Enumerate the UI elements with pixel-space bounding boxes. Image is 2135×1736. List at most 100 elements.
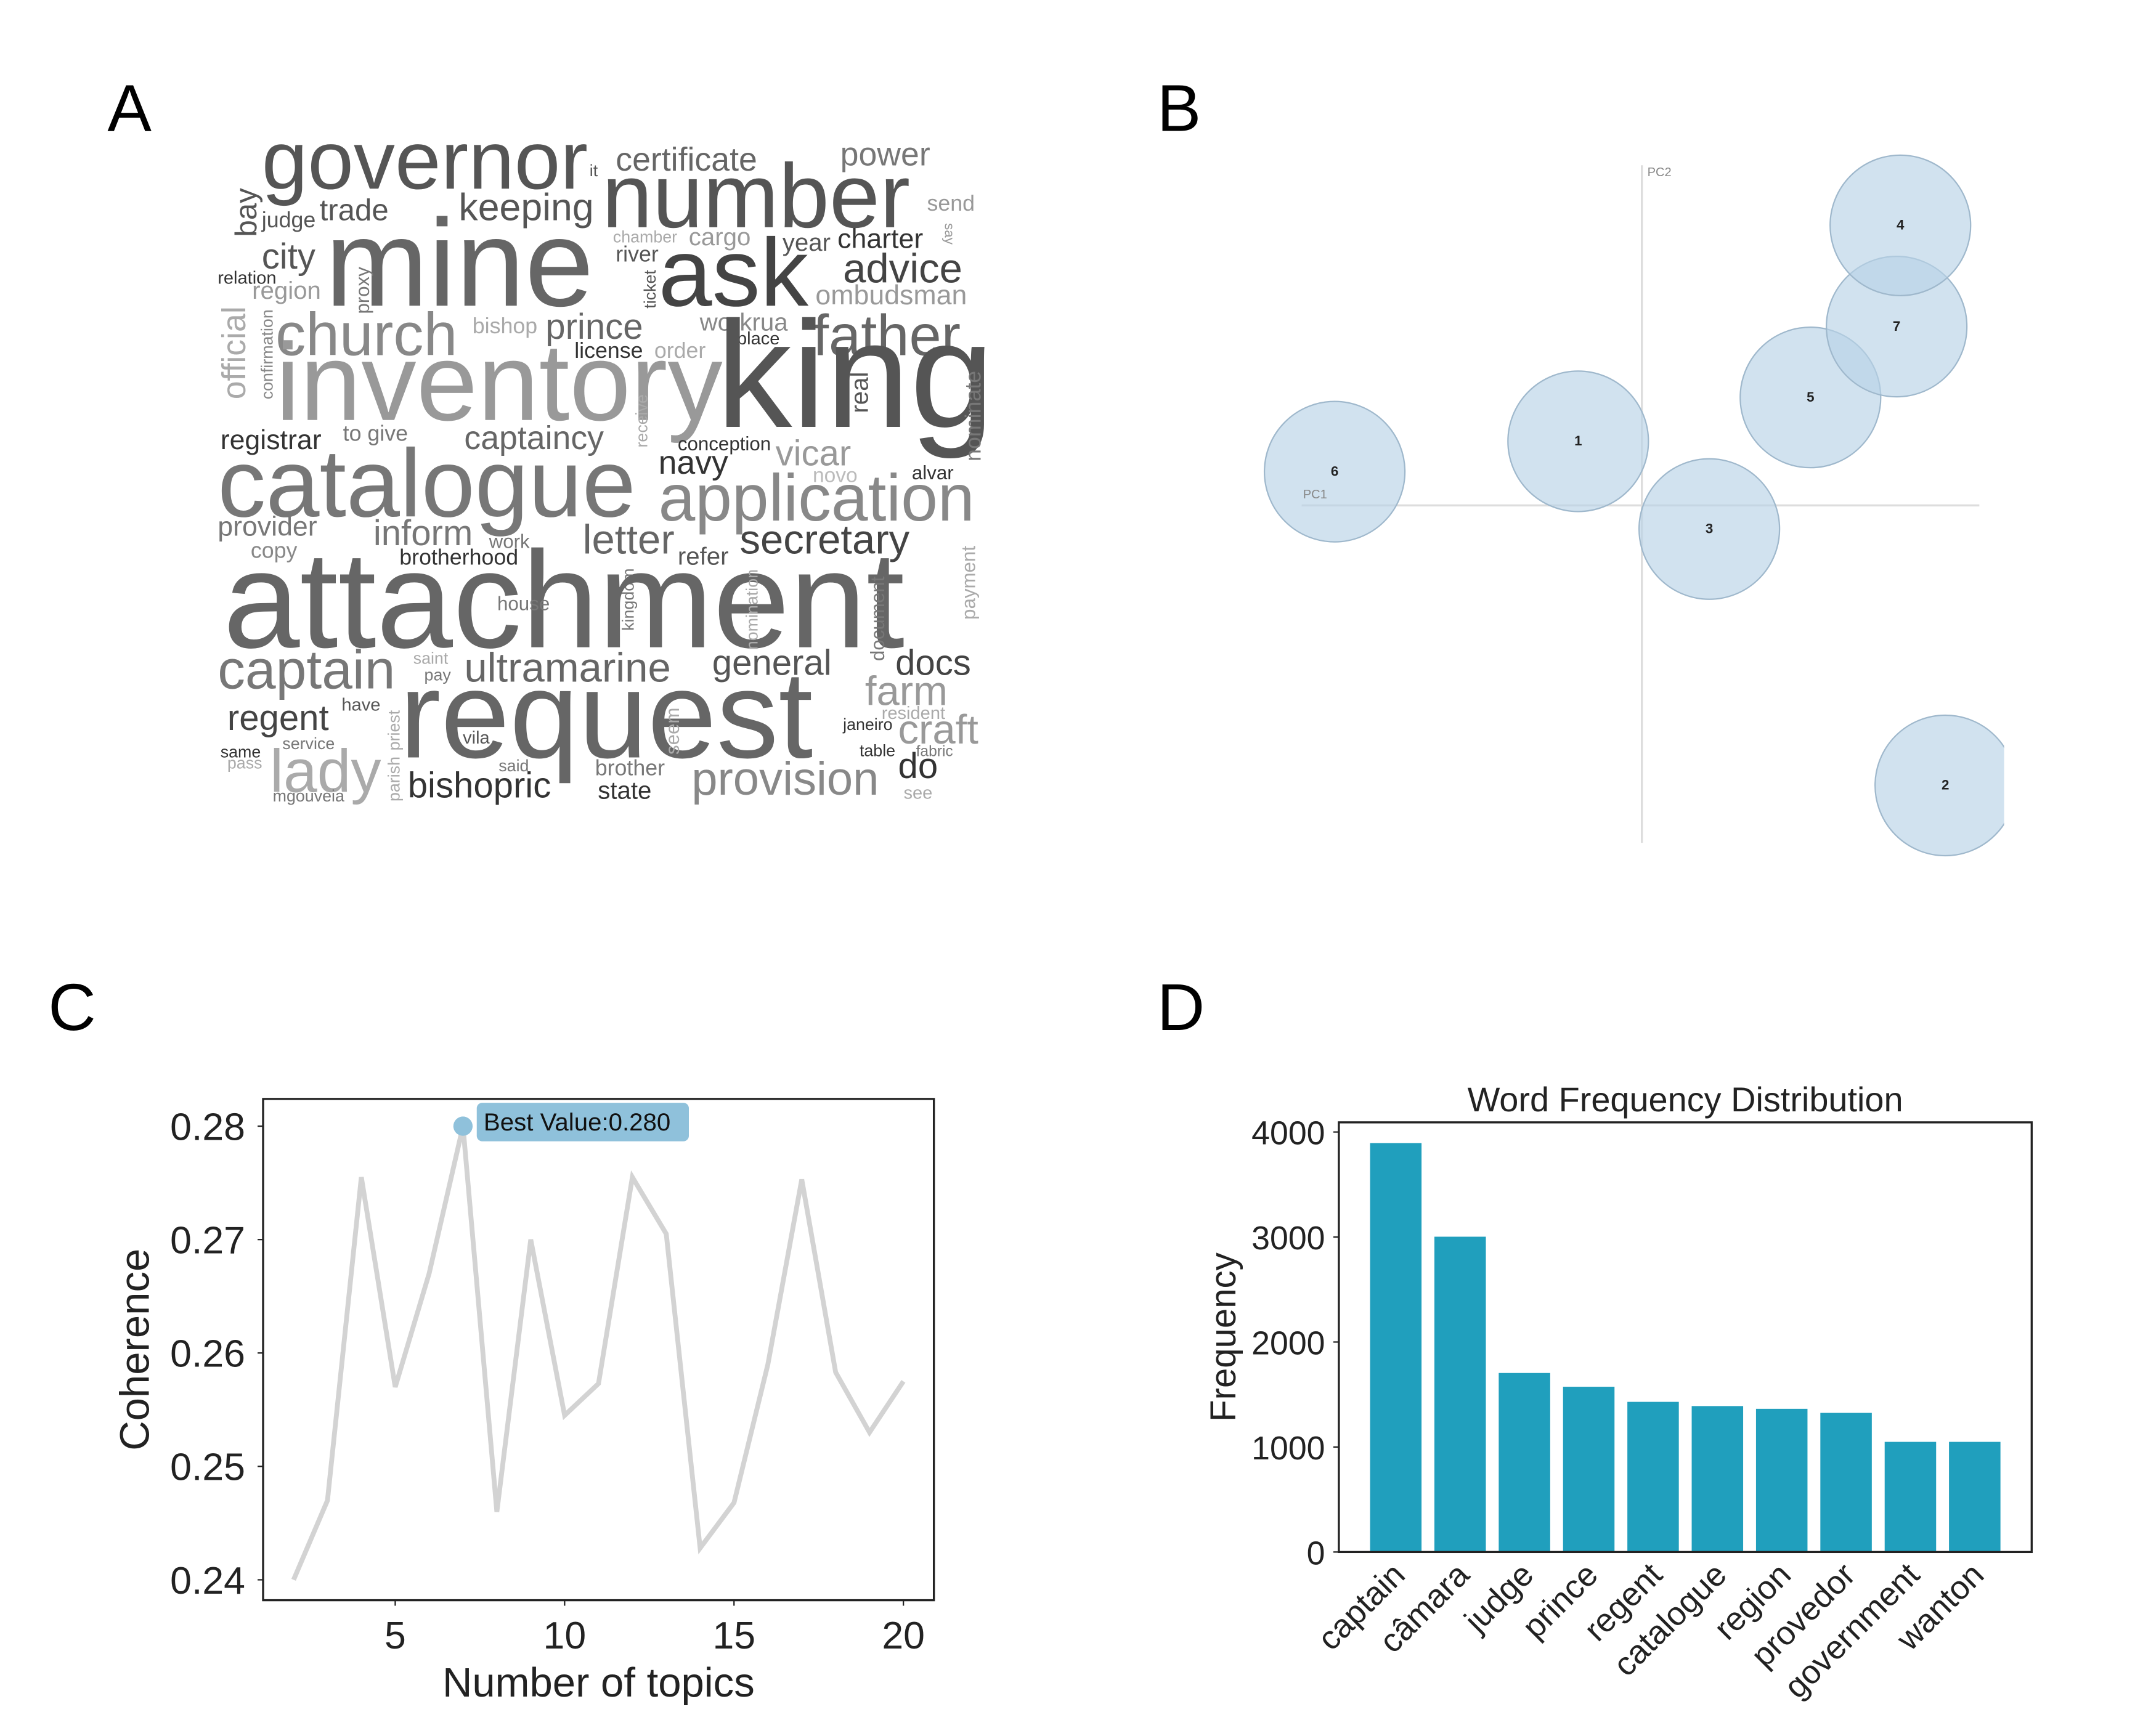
word: king	[716, 290, 994, 460]
word: said	[498, 756, 529, 775]
y-axis-label: Coherence	[112, 1249, 158, 1451]
bubble-label: 1	[1574, 433, 1582, 448]
plot-frame	[1338, 1121, 2033, 1554]
bar	[1755, 1408, 1808, 1552]
word: application	[659, 461, 975, 535]
word: do	[898, 746, 938, 786]
panel-label: D	[1157, 970, 1205, 1044]
line-series	[291, 1126, 906, 1581]
bar	[1820, 1413, 1872, 1552]
bar	[1627, 1401, 1679, 1552]
bubble-label: 2	[1942, 777, 1949, 793]
word: workrua	[699, 309, 789, 336]
word: letter	[583, 517, 675, 563]
axis-label: PC1	[1303, 488, 1327, 501]
word: cargo	[689, 223, 751, 251]
word: have	[341, 695, 380, 715]
word: confirmation	[258, 309, 277, 399]
word: conception	[678, 433, 771, 455]
word: brotherhood	[399, 545, 518, 570]
word: docs	[895, 643, 971, 683]
x-tick-label: 5	[384, 1614, 406, 1657]
word: official	[216, 306, 253, 399]
word: charter	[837, 224, 923, 254]
x-tick-label: 10	[543, 1614, 587, 1657]
x-tick-label: 20	[882, 1614, 925, 1657]
word: river	[616, 242, 659, 267]
word: saint	[413, 649, 449, 667]
bar	[1884, 1442, 1937, 1552]
word: same	[221, 742, 261, 761]
word: seem	[662, 708, 683, 755]
topic-bubble	[1263, 400, 1406, 543]
word: service	[282, 734, 335, 753]
word: power	[840, 136, 930, 172]
bubble-label: 4	[1897, 217, 1905, 233]
topic-bubble	[1874, 714, 2004, 857]
word: refer	[678, 543, 729, 570]
word: to give	[343, 421, 408, 445]
word: inventory	[275, 320, 723, 444]
axis-label: PC2	[1648, 166, 1672, 179]
word: regent	[227, 698, 329, 738]
word: nomination	[743, 569, 762, 650]
y-tick-label: 0.24	[170, 1559, 245, 1602]
word: real	[845, 372, 873, 413]
word: receive	[633, 394, 651, 447]
word: ombudsman	[815, 280, 967, 310]
annotation-box	[476, 1103, 689, 1142]
word: captain	[218, 639, 395, 700]
y-tick-label: 0	[1307, 1535, 1325, 1572]
panel-label: C	[48, 970, 96, 1044]
word: document	[867, 576, 889, 661]
word: attachment	[223, 524, 905, 677]
bubble-plot	[1263, 154, 2004, 857]
word: bishopric	[408, 765, 551, 805]
word: nominate	[961, 371, 986, 461]
word: chamber	[613, 227, 677, 246]
word: see	[903, 784, 932, 803]
word: trade	[320, 193, 389, 227]
word: kingdom	[619, 568, 637, 630]
word: table	[860, 741, 895, 760]
word: certificate	[616, 141, 757, 178]
y-tick-label: 3000	[1251, 1220, 1325, 1257]
word: craft	[898, 707, 979, 753]
word: fabric	[916, 743, 953, 760]
chart-title: Word Frequency Distribution	[1468, 1080, 1903, 1119]
y-tick-label: 4000	[1251, 1115, 1325, 1152]
word: governor	[262, 115, 588, 206]
topic-bubble	[1507, 370, 1649, 513]
y-tick-label: 2000	[1251, 1325, 1325, 1362]
word: provider	[218, 512, 317, 542]
word: secretary	[739, 517, 909, 563]
word: captaincy	[464, 420, 604, 456]
word: farm	[865, 668, 948, 715]
topic-bubble	[1638, 458, 1781, 600]
bar	[1499, 1373, 1550, 1552]
word: parish	[384, 756, 403, 801]
best-point	[453, 1116, 473, 1136]
bubble-label: 5	[1807, 389, 1814, 405]
word: church	[275, 301, 457, 368]
word: copy	[251, 538, 298, 562]
word: house	[497, 593, 550, 614]
bar	[1434, 1236, 1486, 1552]
word: order	[654, 338, 706, 363]
panel-label: B	[1157, 71, 1202, 145]
bar	[1563, 1387, 1615, 1552]
topic-bubble	[1829, 154, 1972, 296]
bar	[1949, 1442, 2001, 1552]
word: prince	[545, 307, 643, 347]
annotation-text: Best Value:0.280	[484, 1108, 670, 1136]
word: advice	[843, 245, 962, 291]
word: ticket	[641, 270, 659, 309]
word: keeping	[458, 186, 593, 229]
word: it	[590, 161, 598, 180]
word: payment	[958, 546, 980, 620]
word: year	[783, 229, 831, 256]
bar	[1370, 1143, 1422, 1552]
x-axis-label: Number of topics	[442, 1660, 755, 1706]
word: registrar	[221, 425, 322, 455]
